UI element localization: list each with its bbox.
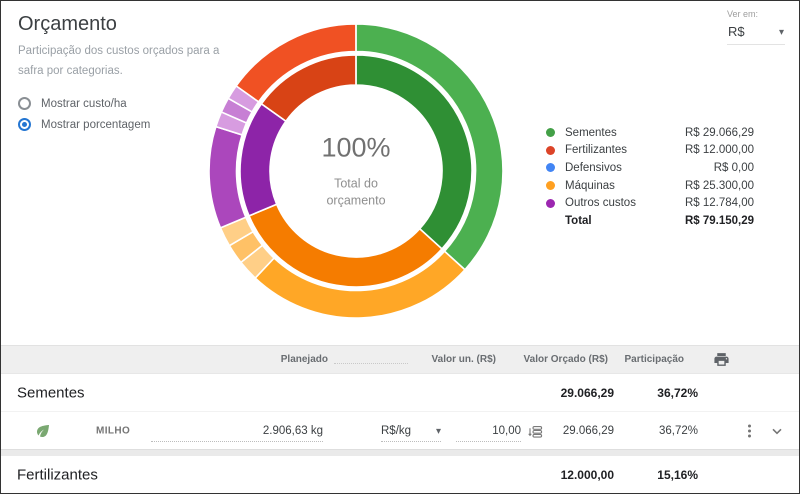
chevron-down-icon: [779, 22, 784, 40]
page-subtitle: Participação dos custos orçados para a s…: [18, 45, 220, 77]
item-participacao: 36,72%: [658, 424, 698, 437]
legend-label: Sementes: [565, 126, 617, 139]
item-name: MILHO: [96, 425, 131, 436]
category-row-sementes[interactable]: Sementes 29.066,29 36,72%: [1, 374, 799, 411]
category-participacao: 15,16%: [657, 468, 698, 482]
radio-label: Mostrar custo/ha: [41, 97, 127, 110]
legend-item-sementes: Sementes R$ 29.066,29: [546, 124, 754, 142]
radio-mostrar-porcentagem[interactable]: Mostrar porcentagem: [18, 114, 150, 135]
valor-unitario-input[interactable]: 10,00: [456, 421, 521, 442]
legend-item-maquinas: Máquinas R$ 25.300,00: [546, 177, 754, 195]
column-header-valor-un: Valor un. (R$): [431, 354, 496, 365]
column-header-valor-orcado: Valor Orçado (R$): [523, 354, 608, 365]
dotted-line-decoration: [334, 363, 408, 364]
legend-value: R$ 25.300,00: [684, 179, 754, 192]
category-participacao: 36,72%: [657, 385, 698, 400]
category-name: Fertilizantes: [17, 466, 98, 484]
row-menu-button[interactable]: [745, 421, 754, 440]
legend-total-value: R$ 79.150,29: [684, 214, 754, 227]
category-row-fertilizantes[interactable]: Fertilizantes 12.000,00 15,16%: [1, 456, 799, 493]
collapse-chevron-icon[interactable]: [769, 423, 785, 439]
chevron-down-icon: [436, 425, 441, 437]
display-mode-radio-group: Mostrar custo/ha Mostrar porcentagem: [18, 93, 150, 135]
planejado-input[interactable]: 2.906,63 kg: [151, 421, 323, 442]
donut-outer-segment-9[interactable]: [235, 23, 357, 103]
item-valor-orcado: 29.066,29: [562, 424, 614, 437]
item-row-milho: MILHO 2.906,63 kg R$/kg 10,00 29.066,29: [1, 411, 799, 449]
legend-label: Fertilizantes: [565, 144, 627, 157]
donut-center-value: 100%: [321, 132, 391, 163]
donut-chart-svg: [208, 23, 504, 319]
legend-item-defensivos: Defensivos R$ 0,00: [546, 159, 754, 177]
radio-selected-icon: [18, 118, 31, 131]
price-coins-icon[interactable]: [528, 425, 543, 439]
unit-select[interactable]: R$/kg: [381, 421, 441, 442]
legend-dot-icon: [546, 181, 555, 191]
view-in-select[interactable]: R$: [727, 19, 785, 45]
view-in-label: Ver em:: [727, 9, 759, 19]
legend-dot-icon: [546, 145, 555, 155]
print-button[interactable]: [713, 351, 730, 368]
legend-item-fertilizantes: Fertilizantes R$ 12.000,00: [546, 142, 754, 160]
donut-center-label: Total do orçamento: [326, 176, 386, 208]
legend-value: R$ 12.000,00: [684, 144, 754, 157]
category-valor-orcado: 29.066,29: [560, 385, 614, 400]
legend-label: Outros custos: [565, 197, 636, 210]
radio-mostrar-custo-ha[interactable]: Mostrar custo/ha: [18, 93, 150, 114]
legend-label: Máquinas: [565, 179, 615, 192]
radio-label: Mostrar porcentagem: [41, 118, 151, 131]
legend-value: R$ 0,00: [713, 161, 754, 174]
valor-unitario-value: 10,00: [492, 425, 521, 437]
budget-table: Planejado Valor un. (R$) Valor Orçado (R…: [1, 345, 799, 493]
legend-total-label: Total: [565, 214, 592, 227]
planejado-value: 2.906,63 kg: [262, 425, 323, 437]
legend-item-outros-custos: Outros custos R$ 12.784,00: [546, 194, 754, 212]
donut-center: 100% Total do orçamento: [281, 133, 431, 210]
section-divider: [1, 449, 799, 456]
legend-total-row: Total R$ 79.150,29: [546, 212, 754, 230]
view-in-control: Ver em: R$: [727, 9, 785, 45]
legend-dot-icon: [546, 163, 555, 173]
page-title: Orçamento: [18, 13, 117, 35]
column-header-planejado: Planejado: [280, 354, 328, 365]
unit-value: R$/kg: [381, 425, 412, 437]
column-header-participacao: Participação: [624, 354, 684, 365]
legend-value: R$ 12.784,00: [684, 197, 754, 210]
crop-leaf-icon: [34, 422, 52, 440]
legend-dot-icon: [546, 198, 555, 208]
category-valor-orcado: 12.000,00: [560, 468, 614, 482]
legend-value: R$ 29.066,29: [684, 126, 754, 139]
donut-chart: 100% Total do orçamento: [208, 23, 504, 319]
radio-unselected-icon: [18, 97, 31, 110]
legend-label: Defensivos: [565, 161, 622, 174]
table-header: Planejado Valor un. (R$) Valor Orçado (R…: [1, 345, 799, 374]
chart-legend: Sementes R$ 29.066,29 Fertilizantes R$ 1…: [546, 124, 754, 230]
category-name: Sementes: [17, 384, 85, 401]
legend-dot-icon: [546, 128, 555, 138]
donut-inner-segment-3[interactable]: [260, 54, 357, 123]
view-in-value: R$: [728, 23, 745, 39]
